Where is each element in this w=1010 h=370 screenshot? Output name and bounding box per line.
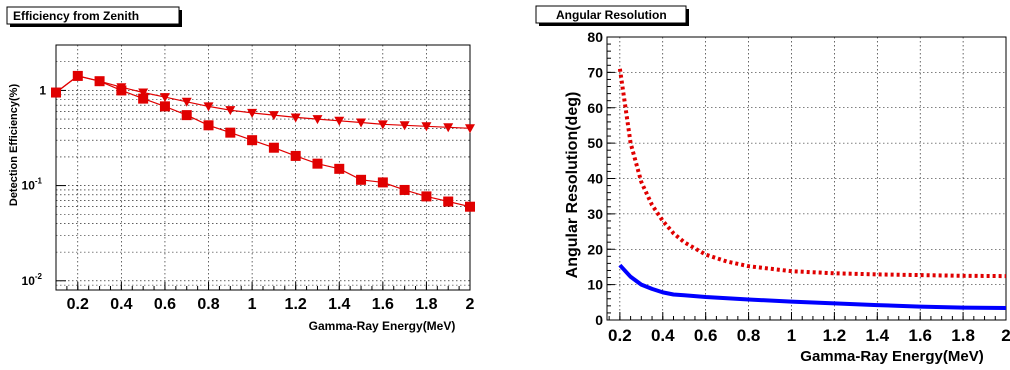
x-tick-label: 1.4 (865, 326, 889, 345)
data-point-square (443, 196, 454, 207)
x-axis-label: Gamma-Ray Energy(MeV) (800, 348, 983, 365)
data-point-triangle (225, 106, 236, 116)
x-tick-label: 1.8 (951, 326, 975, 345)
data-point-square (116, 85, 127, 96)
data-point-square (465, 201, 475, 212)
data-point-triangle (399, 121, 410, 131)
data-point-square (377, 177, 388, 188)
data-point-triangle (334, 116, 345, 126)
data-point-triangle (268, 111, 279, 121)
y-tick-label: 70 (587, 64, 603, 80)
y-axis-label: Detection Efficiency(%) (8, 84, 20, 207)
data-point-triangle (443, 123, 454, 133)
y-tick-label: 50 (587, 135, 603, 151)
y-tick-label: 60 (587, 100, 603, 116)
data-point-triangle (159, 93, 170, 103)
data-point-square (334, 163, 345, 174)
x-tick-label: 0.8 (197, 296, 219, 313)
y-tick-label: 40 (587, 171, 603, 187)
data-point-square (421, 191, 432, 202)
x-tick-label: 1 (248, 296, 257, 313)
x-tick-label: 0.6 (694, 326, 718, 345)
data-point-square (268, 142, 279, 153)
x-tick-label: 1.8 (415, 296, 437, 313)
x-tick-label: 1.2 (823, 326, 847, 345)
x-tick-label: 0.6 (154, 296, 176, 313)
title-box (6, 6, 180, 25)
x-tick-label: 0.4 (651, 326, 675, 345)
data-point-triangle (181, 97, 192, 107)
x-tick-label: 1 (787, 326, 796, 345)
angular-resolution-chart: Angular Resolution 0.2 0.4 0.6 0.8 1 1.2 1.4 1.… (535, 5, 1010, 365)
chart-title: Efficiency from Zenith (13, 9, 139, 23)
efficiency-chart: Efficiency from Zenith 0.2 0.4 0.6 0.8 1 1.2 1… (6, 6, 475, 333)
plot-frame (606, 36, 1007, 321)
x-tick-label: 1.4 (328, 296, 350, 313)
series-line-2 (618, 263, 1007, 310)
data-point-triangle (356, 118, 367, 128)
efficiency-plot-area: 0.2 0.4 0.6 0.8 1 1.2 1.4 1.6 1.8 2 1 10-1 10-2 (22, 44, 475, 313)
data-point-square (181, 110, 192, 121)
data-point-triangle (377, 120, 388, 130)
plot-frame (55, 44, 471, 291)
x-tick-label: 0.8 (737, 326, 761, 345)
data-point-square (356, 174, 367, 185)
data-point-triangle (312, 115, 323, 125)
angular-resolution-plot-area: 0.2 0.4 0.6 0.8 1 1.2 1.4 1.6 1.8 201020304050607… (587, 29, 1010, 345)
x-tick-label: 0.4 (110, 296, 132, 313)
data-point-square (399, 184, 410, 195)
x-tick-label: 2 (1001, 326, 1010, 345)
chart-title: Angular Resolution (556, 8, 667, 22)
data-point-square (312, 158, 323, 169)
y-axis-label: Angular Resolution(deg) (564, 92, 581, 279)
y-tick-label: 30 (587, 206, 603, 222)
data-point-square (51, 87, 61, 98)
series-line-1 (617, 68, 1007, 279)
title-box (535, 5, 687, 24)
data-point-square (225, 127, 236, 138)
y-tick-label: 10-1 (22, 177, 43, 193)
data-point-square (203, 120, 214, 131)
data-point-triangle (465, 124, 475, 134)
x-tick-label: 0.2 (608, 326, 632, 345)
data-point-triangle (203, 102, 214, 112)
data-point-square (138, 93, 149, 104)
x-tick-label: 1.6 (372, 296, 394, 313)
data-point-triangle (138, 88, 149, 98)
data-point-triangle (247, 108, 258, 118)
y-tick-label: 20 (587, 241, 603, 257)
data-point-triangle (290, 113, 301, 123)
data-point-square (290, 150, 301, 161)
data-point-square (247, 135, 258, 146)
data-point-square (72, 70, 83, 81)
y-tick-label: 10-2 (22, 272, 43, 288)
data-point-square (159, 101, 170, 112)
y-tick-label: 80 (587, 29, 603, 45)
y-tick-label: 10 (587, 277, 603, 293)
x-tick-label: 1.6 (908, 326, 932, 345)
x-axis-label: Gamma-Ray Energy(MeV) (309, 319, 456, 333)
data-point-square (94, 76, 105, 87)
x-tick-label: 0.2 (67, 296, 89, 313)
x-tick-label: 1.2 (285, 296, 307, 313)
y-tick-label: 0 (595, 312, 603, 328)
data-point-triangle (421, 122, 432, 132)
y-tick-label: 1 (39, 83, 46, 97)
x-tick-label: 2 (466, 296, 475, 313)
